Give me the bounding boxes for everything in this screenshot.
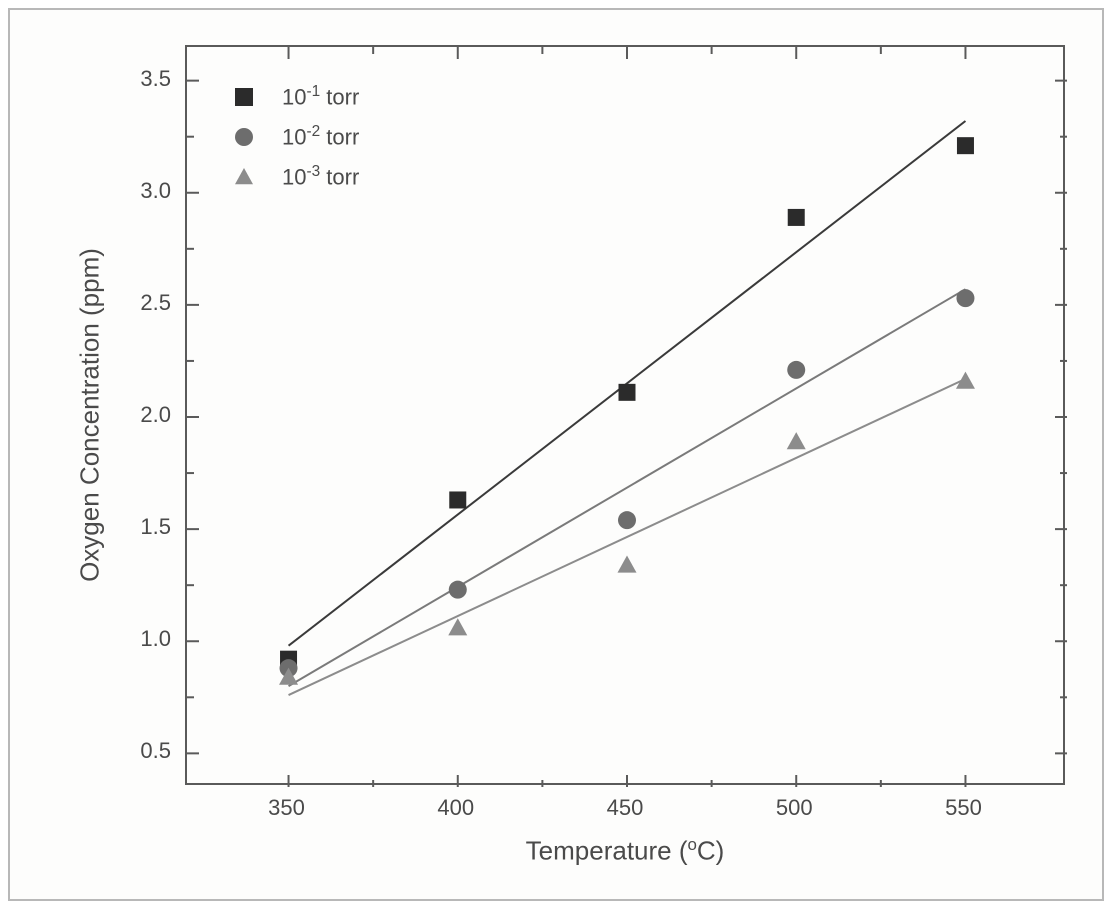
plot-area: 10-1 torr 10-2 torr 10-3 torr: [185, 45, 1065, 785]
legend-marker-triangle-icon: [232, 165, 254, 189]
legend-item-torr_1e-1: 10-1 torr: [232, 77, 359, 117]
legend-marker-square-icon: [232, 85, 254, 109]
y-tick-label: 3.5: [140, 66, 171, 92]
y-tick-label: 3.0: [140, 178, 171, 204]
x-tick-label: 550: [945, 795, 982, 821]
legend-item-torr_1e-3: 10-3 torr: [232, 157, 359, 197]
x-tick-label: 350: [268, 795, 305, 821]
legend-marker-circle-icon: [232, 125, 254, 149]
x-tick-label: 500: [776, 795, 813, 821]
legend-item-torr_1e-2: 10-2 torr: [232, 117, 359, 157]
x-axis-label-prefix: Temperature (: [526, 836, 688, 866]
y-tick-label: 2.0: [140, 402, 171, 428]
legend-label: 10-3 torr: [282, 163, 359, 190]
x-axis-label-degree: o: [688, 835, 697, 854]
y-tick-label: 0.5: [140, 738, 171, 764]
x-axis-label-suffix: C): [697, 836, 724, 866]
x-axis-label: Temperature (oC): [526, 835, 725, 867]
legend-label: 10-2 torr: [282, 123, 359, 150]
chart-container: 10-1 torr 10-2 torr 10-3 torr Oxygen Conce…: [0, 0, 1112, 909]
x-tick-label: 400: [437, 795, 474, 821]
y-tick-label: 1.5: [140, 514, 171, 540]
y-tick-label: 2.5: [140, 290, 171, 316]
legend-label: 10-1 torr: [282, 83, 359, 110]
y-axis-label: Oxygen Concentration (ppm): [75, 248, 106, 582]
x-tick-label: 450: [607, 795, 644, 821]
legend: 10-1 torr 10-2 torr 10-3 torr: [232, 77, 359, 197]
y-tick-label: 1.0: [140, 626, 171, 652]
